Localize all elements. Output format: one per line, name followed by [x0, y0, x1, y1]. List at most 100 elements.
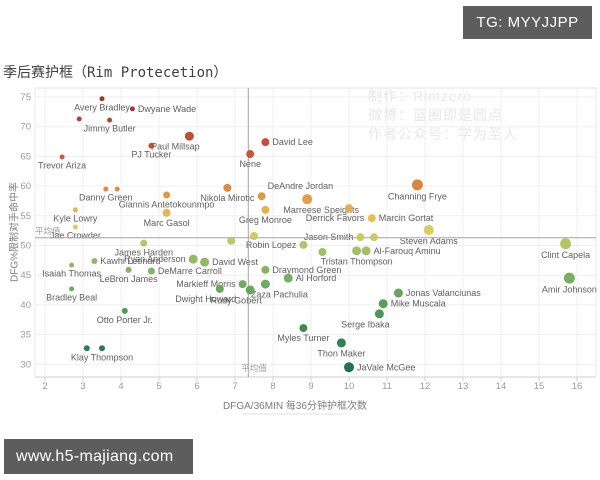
data-point-kawhi-leonard[interactable]	[91, 257, 98, 264]
watermark-line-2: 微博：篮圈即是圆点	[368, 107, 503, 123]
watermark: 制作：Rimzero 微博：篮圈即是圆点 作者公众号：学为圣人	[368, 87, 518, 144]
data-point-jimmy-butler[interactable]	[107, 117, 113, 123]
website-watermark-badge: www.h5-majiang.com	[4, 439, 193, 474]
point-label: Mike Muscala	[391, 299, 446, 309]
data-point-greg-monroe[interactable]	[261, 205, 270, 214]
data-point-unlabeled[interactable]	[83, 345, 90, 352]
point-label: Isaiah Thomas	[42, 269, 101, 279]
y-tick-label: 50	[20, 241, 31, 252]
data-point-james-harden[interactable]	[140, 239, 148, 247]
data-point-klay-thompson[interactable]	[99, 345, 105, 352]
data-point-unlabeled[interactable]	[318, 248, 327, 257]
data-point-danny-green[interactable]	[103, 186, 109, 192]
data-point-mike-muscala[interactable]	[378, 299, 388, 309]
point-label: Myles Turner	[277, 333, 329, 343]
y-tick-label: 55	[20, 211, 31, 222]
x-tick-label: 8	[270, 381, 275, 392]
x-tick-label: 6	[194, 381, 199, 392]
point-label: Draymond Green	[272, 265, 341, 275]
data-point-david-west[interactable]	[200, 257, 210, 267]
point-label: Avery Bradley	[74, 102, 130, 112]
data-point-ryan-anderson[interactable]	[188, 254, 198, 264]
y-tick-label: 60	[20, 181, 31, 192]
x-tick-label: 14	[496, 381, 507, 392]
y-tick-label: 65	[20, 151, 31, 162]
y-tick-label: 30	[20, 359, 31, 370]
data-point-derrick-favors[interactable]	[345, 204, 353, 213]
data-point-deandre-jordan[interactable]	[257, 192, 266, 201]
data-point-unlabeled[interactable]	[114, 186, 120, 192]
data-point-avery-bradley[interactable]	[99, 96, 105, 102]
data-point-david-lee[interactable]	[261, 138, 270, 147]
data-point-jonas-valanciunas[interactable]	[393, 288, 403, 298]
point-label: Zaza Pachulia	[251, 290, 308, 300]
data-point-marcin-gortat[interactable]	[367, 214, 376, 223]
data-point-clint-capela[interactable]	[560, 238, 572, 250]
y-axis-title: DFG%限制对手命中率	[9, 182, 21, 282]
point-label: JaVale McGee	[357, 362, 415, 372]
data-point-steven-adams[interactable]	[423, 225, 434, 236]
data-point-unlabeled[interactable]	[250, 231, 258, 240]
data-point-marc-gasol[interactable]	[162, 208, 171, 217]
point-label: DeMarre Carroll	[158, 266, 222, 276]
x-tick-label: 4	[118, 381, 123, 392]
data-point-isaiah-thomas[interactable]	[69, 262, 75, 268]
data-point-jae-crowder[interactable]	[72, 224, 78, 230]
x-tick-label: 5	[156, 381, 161, 392]
data-point-markieff-morris[interactable]	[238, 280, 247, 289]
point-label: Klay Thompson	[71, 352, 133, 362]
data-point-unlabeled[interactable]	[370, 233, 379, 242]
data-point-lebron-james[interactable]	[125, 266, 132, 273]
data-point-al-horford[interactable]	[283, 273, 293, 283]
data-point-bradley-beal[interactable]	[69, 286, 75, 292]
watermark-line-3: 作者公众号：学为圣人	[368, 126, 518, 142]
point-label: Rudy Gobert	[211, 296, 263, 306]
data-point-javale-mcgee[interactable]	[344, 362, 354, 373]
point-label: Amir Johnson	[542, 285, 597, 295]
y-tick-label: 35	[20, 330, 31, 341]
x-tick-label: 13	[458, 381, 469, 392]
x-tick-label: 2	[42, 381, 47, 392]
data-point-robin-lopez[interactable]	[299, 240, 308, 249]
point-label: Serge Ibaka	[341, 319, 390, 329]
point-label: Kyle Lowry	[53, 213, 98, 223]
x-tick-label: 10	[344, 381, 355, 392]
data-point-channing-frye[interactable]	[411, 179, 423, 191]
data-point-paul-millsap[interactable]	[184, 131, 194, 141]
data-point-thon-maker[interactable]	[336, 338, 346, 348]
data-point-trevor-ariza[interactable]	[59, 154, 65, 160]
data-point-tristan-thompson[interactable]	[352, 246, 362, 256]
data-point-serge-ibaka[interactable]	[374, 309, 384, 319]
point-label: Trevor Ariza	[38, 160, 86, 170]
point-label: Otto Porter Jr.	[97, 315, 153, 325]
data-point-giannis-antetokounmpo[interactable]	[163, 191, 171, 199]
data-point-myles-turner[interactable]	[299, 324, 308, 333]
point-label: Al-Farouq Aminu	[374, 246, 441, 256]
data-point-rudy-gobert[interactable]	[245, 285, 255, 295]
data-point-marreese-speights[interactable]	[302, 194, 313, 205]
data-point-jason-smith[interactable]	[356, 233, 365, 242]
point-label: Channing Frye	[388, 191, 447, 201]
data-point-unlabeled[interactable]	[227, 236, 236, 245]
x-tick-label: 15	[534, 381, 545, 392]
data-point-zaza-pachulia[interactable]	[260, 279, 270, 289]
x-tick-label: 16	[572, 381, 583, 392]
data-point-nene[interactable]	[246, 150, 255, 159]
point-label: David Lee	[272, 137, 313, 147]
data-point-amir-johnson[interactable]	[563, 272, 575, 284]
data-point-al-farouq-aminu[interactable]	[361, 246, 371, 256]
data-point-dwyane-wade[interactable]	[129, 106, 135, 112]
data-point-kyle-lowry[interactable]	[72, 207, 78, 213]
data-point-draymond-green[interactable]	[261, 265, 270, 274]
point-label: Bradley Beal	[46, 292, 97, 302]
data-point-pj-tucker[interactable]	[148, 142, 155, 149]
point-label: Clint Capela	[541, 250, 590, 260]
data-point-unlabeled[interactable]	[76, 116, 82, 122]
data-point-dwight-howard[interactable]	[215, 284, 224, 293]
point-label: Giannis Antetokounmpo	[119, 200, 215, 210]
data-point-nikola-mirotic[interactable]	[223, 183, 232, 192]
data-point-demarre-carroll[interactable]	[147, 267, 155, 275]
point-label: LeBron James	[100, 274, 159, 284]
data-point-otto-porter-jr-[interactable]	[121, 307, 128, 314]
